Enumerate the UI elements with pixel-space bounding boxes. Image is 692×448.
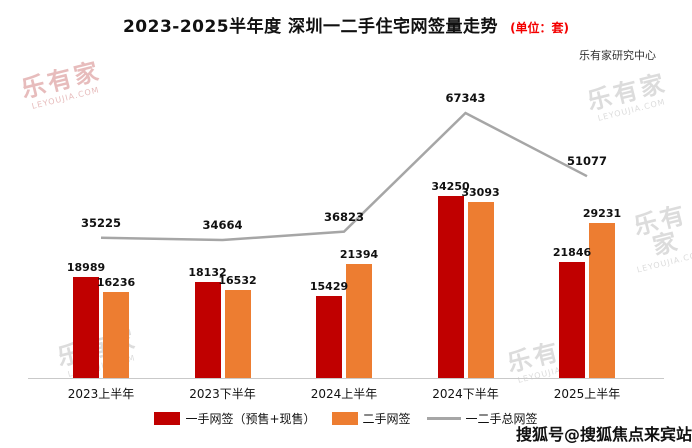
bar-first-hand — [437, 196, 464, 378]
footer-watermark: 搜狐号@搜狐焦点来宾站 — [515, 425, 692, 444]
total-value-label: 36823 — [323, 209, 364, 224]
bar-second-hand — [589, 223, 615, 378]
legend-swatch-first-hand — [154, 412, 181, 425]
total-value-label: 35225 — [80, 215, 121, 230]
legend-label-second-hand: 二手网签 — [362, 412, 411, 426]
bar-second-hand — [346, 264, 372, 378]
x-axis-line — [28, 378, 664, 379]
bar-second-hand — [467, 202, 494, 378]
legend: 一手网签（预售+现售） 二手网签 一二手总网签 — [0, 410, 692, 427]
bar-value-label: 29231 — [582, 207, 622, 220]
bar-first-hand — [73, 277, 99, 378]
bar-first-hand — [559, 262, 585, 378]
bar-first-hand — [316, 296, 342, 378]
unit-label: (单位：套) — [510, 21, 570, 35]
total-value-label: 34664 — [202, 218, 243, 232]
bar-value-label: 18989 — [66, 261, 106, 274]
legend-item-second-hand: 二手网签 — [331, 410, 411, 427]
bar-second-hand — [224, 290, 251, 378]
x-axis-label: 2024下半年 — [432, 387, 499, 401]
legend-item-first-hand: 一手网签（预售+现售） — [154, 410, 316, 427]
bar-value-label: 18132 — [188, 266, 227, 279]
x-axis-label: 2025上半年 — [553, 387, 621, 401]
total-value-label: 51077 — [566, 154, 607, 169]
x-axis-label: 2023上半年 — [67, 387, 135, 401]
legend-label-total-line: 一二手总网签 — [465, 412, 538, 426]
x-axis-label: 2023下半年 — [189, 387, 256, 401]
legend-item-total-line: 一二手总网签 — [426, 410, 538, 427]
bar-value-label: 33093 — [461, 186, 500, 199]
bar-value-label: 21394 — [339, 248, 379, 261]
x-axis-label: 2024上半年 — [310, 387, 378, 401]
total-value-label: 67343 — [445, 91, 486, 105]
bar-value-label: 21846 — [552, 246, 592, 259]
bar-first-hand — [194, 282, 221, 378]
source-label: 乐有家研究中心 — [579, 49, 656, 62]
legend-swatch-second-hand — [331, 412, 358, 425]
bar-value-label: 15429 — [309, 280, 349, 293]
legend-label-first-hand: 一手网签（预售+现售） — [185, 412, 316, 426]
bar-second-hand — [103, 292, 129, 378]
chart-title: 2023-2025半年度 深圳一二手住宅网签量走势 — [122, 17, 499, 37]
bar-value-label: 16532 — [218, 274, 257, 287]
title-row: 2023-2025半年度 深圳一二手住宅网签量走势 (单位：套) — [0, 12, 692, 37]
bar-value-label: 16236 — [96, 276, 136, 289]
legend-swatch-total-line — [426, 417, 461, 420]
